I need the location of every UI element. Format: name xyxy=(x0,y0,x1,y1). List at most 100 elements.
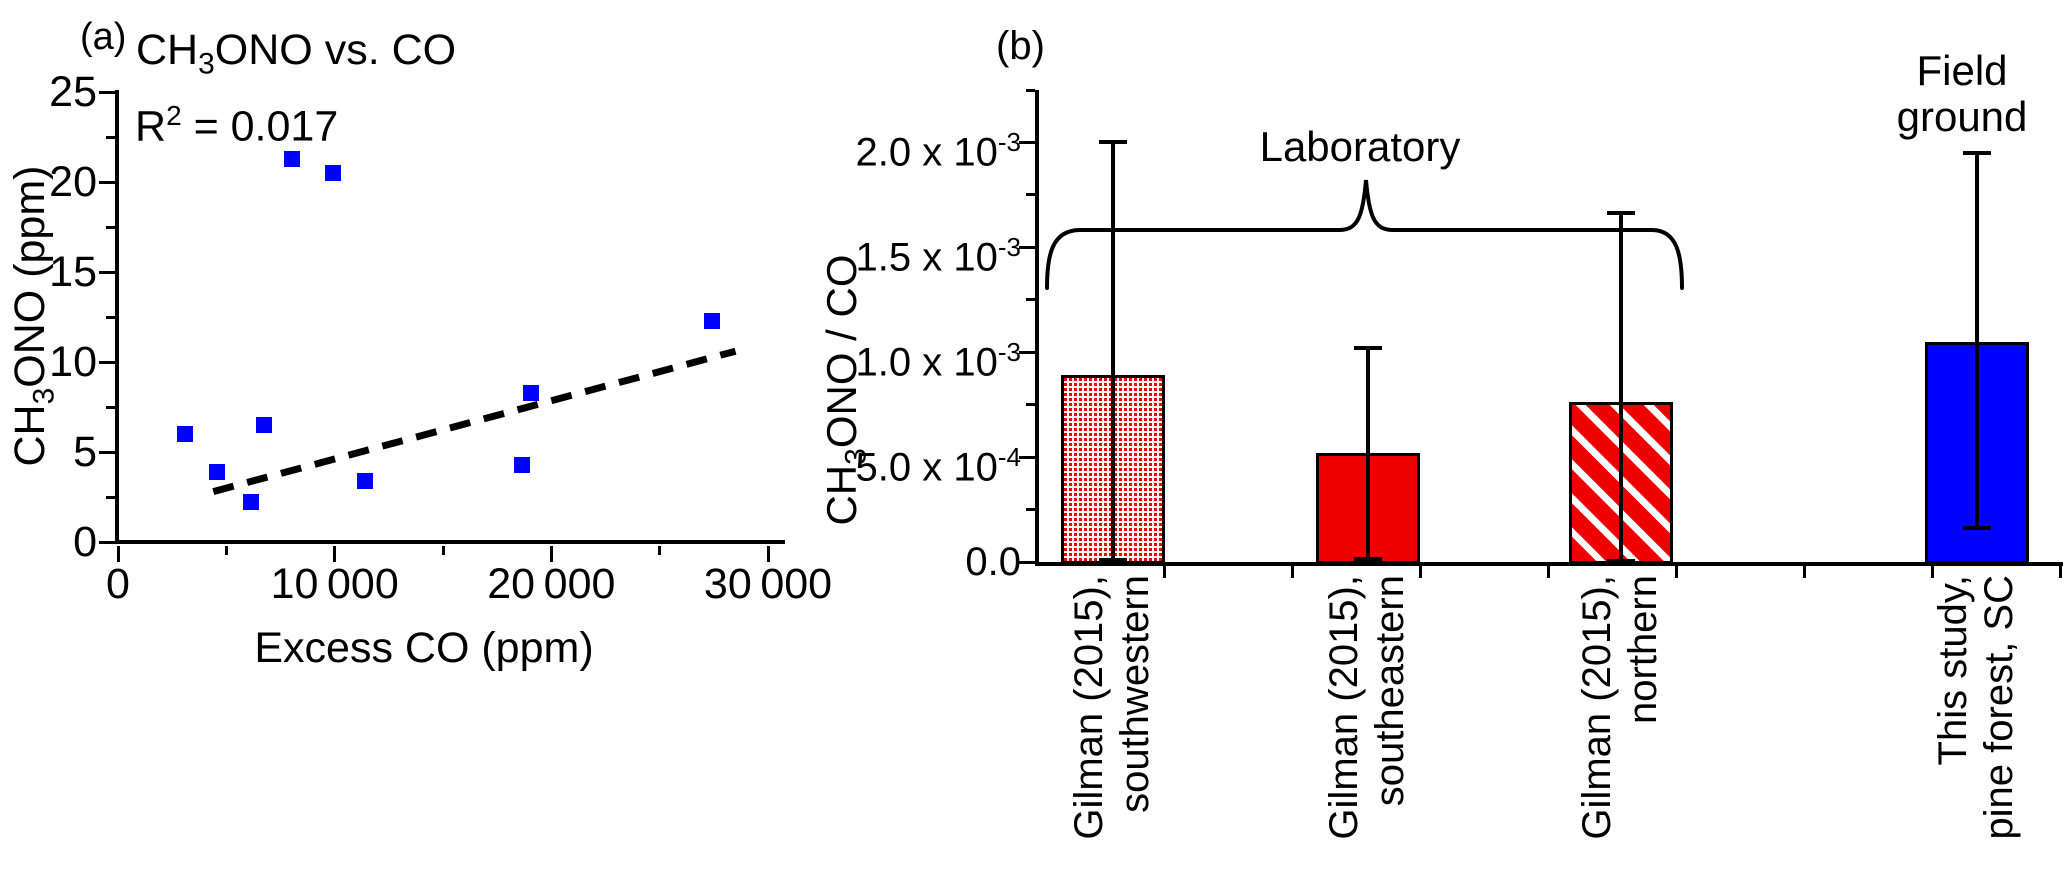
panel-a-y-minor-tick xyxy=(106,405,115,409)
tick-mantissa: 2.0 x 10 xyxy=(855,130,998,175)
panel-b-x-tick xyxy=(1546,566,1550,578)
scatter-point xyxy=(256,417,273,433)
panel-b-y-tick-label: 1.0 x 10-3 xyxy=(773,328,1021,386)
panel-a-y-minor-tick xyxy=(106,225,115,229)
panel-a-title-sub: 3 xyxy=(198,47,215,81)
panel-a-y-minor-tick xyxy=(106,135,115,139)
error-bar-line xyxy=(1366,347,1370,559)
panel-b-x-tick xyxy=(1290,566,1294,578)
tick-exponent: -3 xyxy=(997,232,1021,262)
panel-b-x-tick xyxy=(1418,566,1422,578)
error-bar-cap-bottom xyxy=(1099,557,1127,562)
trend-line xyxy=(212,347,737,495)
field-ground-line2: ground xyxy=(1896,93,2028,140)
error-bar-cap-bottom xyxy=(1607,558,1635,563)
r2-exponent: 2 xyxy=(166,100,182,131)
scatter-point xyxy=(514,456,531,473)
scatter-point xyxy=(357,472,373,489)
error-bar-line xyxy=(1619,213,1623,561)
panel-a-x-tick-label: 10 000 xyxy=(270,560,399,608)
panel-a-x-major-tick xyxy=(116,546,120,562)
category-label-line1: Gilman (2015), xyxy=(1067,575,1111,840)
error-bar-cap-top xyxy=(1354,345,1382,350)
panel-a-x-axis xyxy=(115,540,785,544)
tick-mantissa: 1.5 x 10 xyxy=(855,235,998,280)
error-bar-cap-bottom xyxy=(1963,526,1991,531)
error-bar-cap-top xyxy=(1099,140,1127,144)
scatter-point xyxy=(522,384,539,401)
panel-b-y-tick-label: 5.0 x 10-4 xyxy=(773,433,1021,491)
category-label: Gilman (2015), northern xyxy=(1574,575,1668,874)
tick-mantissa: 0.0 xyxy=(965,540,1021,584)
error-bar-cap-bottom xyxy=(1354,556,1382,561)
error-bar-line xyxy=(1111,142,1115,560)
r2-base: R xyxy=(135,102,167,151)
panel-a-label: (a) xyxy=(80,16,127,58)
panel-b-x-tick xyxy=(1802,566,1806,578)
panel-b-y-major-tick xyxy=(1019,350,1035,354)
scatter-point xyxy=(284,150,301,167)
panel-a-x-tick-label: 30 000 xyxy=(703,560,833,608)
panel-a-title-prefix: CH xyxy=(136,26,199,74)
panel-a-y-tick-label: 5 xyxy=(73,428,97,476)
panel-a-y-tick-label: 15 xyxy=(49,248,97,296)
panel-b-y-major-tick xyxy=(1019,245,1035,249)
category-label-line2: northern xyxy=(1621,575,1665,724)
panel-a-title-suffix: ONO vs. CO xyxy=(214,26,457,74)
panel-b-y-minor-tick xyxy=(1026,193,1035,196)
panel-a-y-tick-label: 0 xyxy=(73,518,97,566)
category-label-line2: pine forest, SC xyxy=(1977,575,2021,840)
category-label: Gilman (2015), southeastern xyxy=(1321,575,1415,874)
panel-a-y-major-tick xyxy=(99,180,115,184)
panel-a-x-major-tick xyxy=(333,546,337,562)
panel-a-x-major-tick xyxy=(766,546,770,562)
brace-path xyxy=(1045,179,1684,290)
error-bar-cap-top xyxy=(1607,211,1635,216)
panel-b-y-tick-label: 1.5 x 10-3 xyxy=(773,223,1021,281)
laboratory-brace xyxy=(1045,179,1684,290)
panel-b-y-major-tick xyxy=(1019,560,1035,564)
panel-a-y-tick-label: 25 xyxy=(49,68,97,116)
scatter-point xyxy=(208,463,225,480)
field-ground-line1: Field xyxy=(1916,47,2008,94)
panel-b-y-tick-label: 0.0 xyxy=(773,538,1021,586)
panel-a-x-axis-label: Excess CO (ppm) xyxy=(254,624,594,672)
panel-b-x-tick xyxy=(2058,566,2062,578)
panel-a-r2-annotation: R2 = 0.017 xyxy=(135,92,338,150)
panel-b-y-minor-tick xyxy=(1026,88,1035,92)
trend-line-layer xyxy=(212,347,737,495)
panel-a-y-axis xyxy=(115,90,119,544)
panel-a-x-tick-label: 0 xyxy=(106,560,130,608)
panel-b-y-axis xyxy=(1035,90,1039,566)
panel-b-x-tick xyxy=(1674,566,1678,578)
category-label-line1: Gilman (2015), xyxy=(1575,575,1619,840)
field-ground-annotation: Field ground xyxy=(1862,48,2062,140)
panel-a-y-major-tick xyxy=(99,270,115,274)
r2-value: = 0.017 xyxy=(181,102,339,151)
error-bar-line xyxy=(1975,152,1979,529)
scatter-point xyxy=(324,165,341,181)
panel-a-x-tick-label: 20 000 xyxy=(487,560,616,608)
panel-b-y-minor-tick xyxy=(1026,508,1035,511)
error-bar-cap-top xyxy=(1963,150,1991,155)
panel-a-y-major-tick xyxy=(99,540,115,544)
panel-b-y-major-tick xyxy=(1019,455,1035,459)
panel-a-y-major-tick xyxy=(99,360,115,364)
laboratory-annotation: Laboratory xyxy=(1259,123,1461,170)
panel-a-y-minor-tick xyxy=(106,315,115,319)
tick-exponent: -3 xyxy=(997,127,1021,157)
panel-a-x-major-tick xyxy=(549,546,553,562)
category-label: This study, pine forest, SC xyxy=(1930,575,2024,874)
panel-a-x-minor-tick xyxy=(441,546,445,555)
panel-b-x-axis xyxy=(1035,562,2063,566)
scatter-point xyxy=(703,312,720,329)
category-label-line2: southeastern xyxy=(1368,575,1412,807)
panel-a-x-minor-tick xyxy=(224,546,228,555)
panel-a-y-tick-label: 20 xyxy=(49,158,97,206)
panel-b-y-minor-tick xyxy=(1026,298,1035,301)
panel-b-x-tick xyxy=(1162,566,1166,578)
category-label-line1: Gilman (2015), xyxy=(1322,575,1366,840)
panel-a-y-minor-tick xyxy=(106,495,115,499)
panel-b-y-major-tick xyxy=(1019,140,1035,144)
